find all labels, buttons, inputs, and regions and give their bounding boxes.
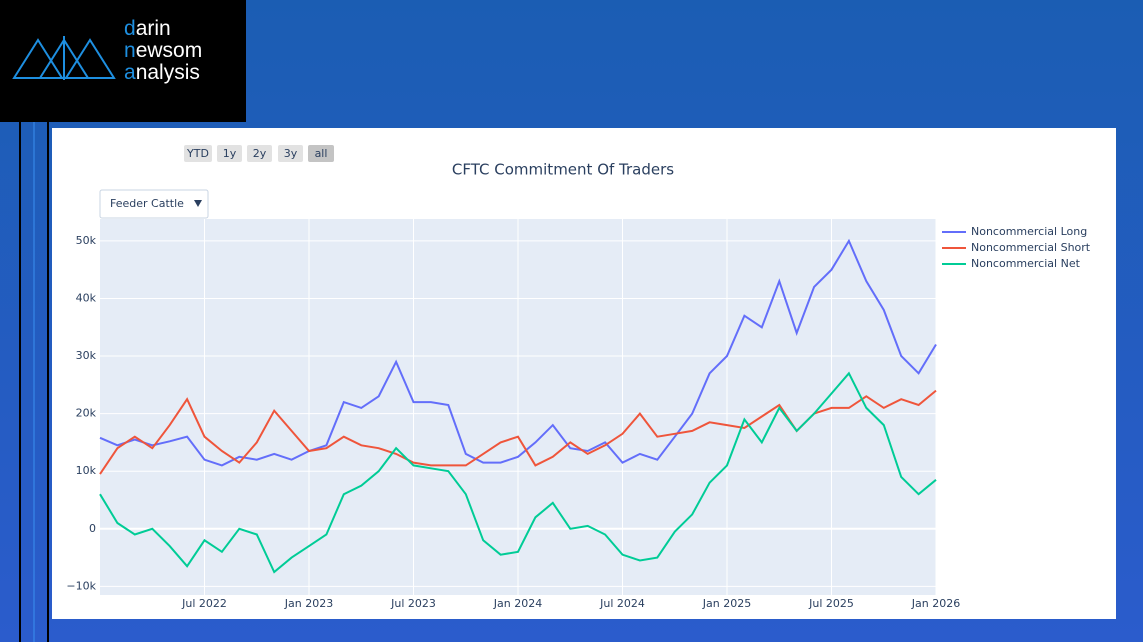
y-tick-label: 30k [76, 349, 97, 362]
logo-line: newsom [124, 39, 203, 62]
range-button-label[interactable]: 1y [223, 147, 237, 160]
y-tick-label: 50k [76, 234, 97, 247]
legend-label: Noncommercial Net [971, 257, 1081, 270]
x-tick-label: Jul 2023 [390, 597, 436, 610]
chart-title: CFTC Commitment Of Traders [452, 161, 674, 179]
line-series [99, 371, 937, 574]
y-tick-label: 40k [76, 291, 97, 304]
y-tick-label: 10k [76, 464, 97, 477]
y-tick-label: 20k [76, 407, 97, 420]
range-button-label[interactable]: all [315, 147, 328, 160]
range-button[interactable] [308, 145, 334, 162]
x-tick-label: Jul 2022 [181, 597, 227, 610]
x-tick-label: Jan 2023 [284, 597, 333, 610]
range-button[interactable] [217, 145, 242, 162]
range-button[interactable] [278, 145, 303, 162]
x-tick-label: Jul 2025 [808, 597, 854, 610]
dropdown-label[interactable]: Feeder Cattle [110, 197, 184, 210]
logo-line: darin [124, 17, 171, 40]
dropdown[interactable]: Feeder Cattle [99, 189, 209, 219]
x-tick-label: Jul 2024 [599, 597, 645, 610]
legend-label: Noncommercial Short [971, 241, 1091, 254]
range-button-label[interactable]: 3y [284, 147, 298, 160]
x-tick-label: Jan 2026 [911, 597, 960, 610]
y-tick-label: 0 [89, 522, 96, 535]
x-tick-label: Jan 2025 [702, 597, 751, 610]
x-tick-label: Jan 2024 [493, 597, 542, 610]
range-button[interactable] [247, 145, 272, 162]
range-button-label[interactable]: YTD [186, 147, 209, 160]
line-series [99, 238, 937, 467]
logo-line: analysis [124, 61, 200, 84]
range-button[interactable] [184, 145, 212, 162]
logo-icon [12, 36, 116, 80]
legend-label: Noncommercial Long [971, 225, 1087, 238]
y-tick-label: −10k [66, 579, 96, 592]
logo: darin newsom analysis [0, 0, 246, 122]
range-button-label[interactable]: 2y [253, 147, 267, 160]
